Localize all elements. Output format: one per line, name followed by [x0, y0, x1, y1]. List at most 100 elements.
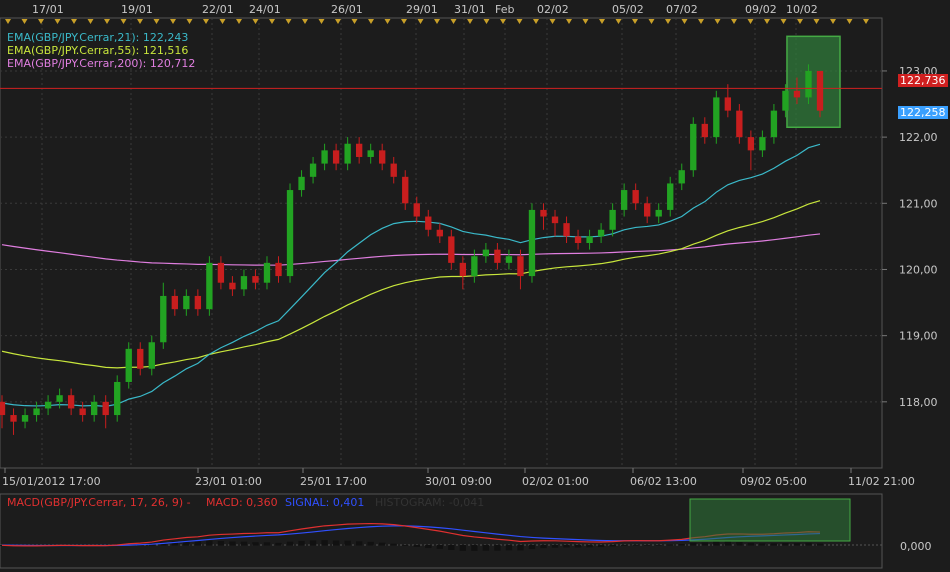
- macd-histogram-bar: [759, 543, 766, 546]
- bottom-axis-label: 11/02 21:00: [848, 475, 915, 488]
- candle-body: [620, 190, 628, 210]
- macd-histogram-bar: [217, 540, 225, 546]
- candle-body: [263, 262, 271, 283]
- macd-histogram-bar: [183, 541, 190, 546]
- y-tick-label: 122,00: [899, 131, 938, 144]
- session-marker: [351, 19, 358, 24]
- session-marker: [104, 19, 110, 24]
- candle-body: [79, 408, 86, 416]
- macd-histogram-bar: [344, 540, 351, 546]
- macd-histogram-bar: [770, 543, 778, 546]
- candle-body: [770, 110, 778, 138]
- candle-body: [505, 256, 513, 263]
- session-marker: [698, 19, 704, 24]
- top-axis-label: Feb: [495, 3, 514, 16]
- macd-histogram-bar: [252, 542, 259, 546]
- candle-body: [701, 123, 708, 138]
- candle-body: [240, 276, 248, 290]
- candle-body: [494, 249, 501, 263]
- session-marker: [285, 19, 292, 24]
- top-axis-label: 10/02: [786, 3, 818, 16]
- candle-body: [759, 137, 766, 151]
- candle-body: [482, 249, 490, 257]
- candle-body: [194, 295, 202, 310]
- candle-body: [102, 401, 109, 416]
- plot-area: [0, 17, 883, 469]
- candle-body: [724, 97, 731, 111]
- macd-histogram-bar: [240, 541, 248, 546]
- legend-ema21: EMA(GBP/JPY.Cerrar,21): 122,243: [7, 31, 189, 44]
- candle-body: [793, 90, 801, 98]
- macd-signal-line: [1, 525, 821, 547]
- macd-histogram-bar: [402, 545, 409, 546]
- macd-histogram-bar: [275, 542, 282, 546]
- session-marker: [434, 19, 440, 24]
- top-axis-label: 17/01: [32, 3, 64, 16]
- macd-histogram-bar: [597, 545, 605, 548]
- candle-body: [379, 150, 386, 164]
- top-axis-label: 02/02: [537, 3, 569, 16]
- highlight-box: [786, 35, 841, 129]
- candle-body: [448, 236, 455, 263]
- macd-histogram-bar: [436, 545, 443, 549]
- session-marker: [533, 19, 539, 24]
- session-marker: [21, 19, 28, 24]
- macd-histogram-bar: [425, 545, 432, 549]
- candle-body: [471, 256, 478, 277]
- candle-body: [332, 150, 340, 164]
- session-marker: [318, 19, 325, 24]
- session-marker: [516, 19, 523, 24]
- bottom-axis-label: 30/01 09:00: [425, 475, 492, 488]
- session-marker: [5, 19, 11, 24]
- macd-histogram-bar: [448, 545, 455, 550]
- session-marker: [714, 19, 721, 24]
- candle-body: [586, 236, 593, 243]
- candle-body: [678, 170, 685, 184]
- macd-histogram-bar: [355, 541, 363, 546]
- session-marker: [401, 19, 407, 24]
- candle-body: [690, 123, 697, 171]
- macd-histogram-bar: [298, 540, 305, 546]
- session-marker: [830, 19, 836, 24]
- candle-body: [298, 176, 305, 191]
- macd-histogram-bar: [816, 543, 824, 546]
- candle-body: [736, 110, 743, 138]
- macd-histogram-bar: [332, 540, 340, 546]
- ema200-line: [1, 233, 821, 266]
- candle-body: [551, 216, 559, 224]
- candle-body: [171, 295, 178, 310]
- macd-histogram-bar: [286, 541, 294, 546]
- session-marker: [219, 19, 226, 24]
- session-marker: [170, 19, 176, 24]
- candle-body: [713, 97, 720, 138]
- candle-body: [355, 143, 363, 157]
- candle-body: [275, 262, 282, 277]
- candle-body: [67, 395, 75, 409]
- macd-histogram-bar: [713, 541, 720, 546]
- macd-histogram-bar: [459, 545, 467, 551]
- macd-histogram-bar: [494, 545, 501, 551]
- candle-body: [125, 348, 132, 382]
- candle-body: [252, 276, 259, 283]
- candle-body: [425, 216, 432, 230]
- bottom-axis-label: 06/02 13:00: [630, 475, 697, 488]
- legend-ema200: EMA(GBP/JPY.Cerrar,200): 120,712: [7, 57, 196, 70]
- ema21-line: [1, 143, 821, 407]
- macd-line: [1, 522, 821, 547]
- candle-body: [459, 262, 467, 277]
- candle-body: [816, 70, 824, 111]
- candle-body: [655, 209, 662, 217]
- macd-histogram-bar: [194, 541, 202, 546]
- candle-body: [667, 183, 674, 210]
- candle-body: [609, 209, 616, 230]
- candle-body: [540, 209, 547, 217]
- macd-legend-value: MACD: 0,360: [206, 496, 278, 509]
- session-marker: [797, 19, 803, 24]
- top-axis-label: 05/02: [612, 3, 644, 16]
- top-axis-label: 22/01: [202, 3, 234, 16]
- macd-histogram-bar: [724, 541, 731, 546]
- session-marker: [615, 19, 622, 24]
- session-marker: [269, 19, 275, 24]
- session-marker: [863, 19, 869, 24]
